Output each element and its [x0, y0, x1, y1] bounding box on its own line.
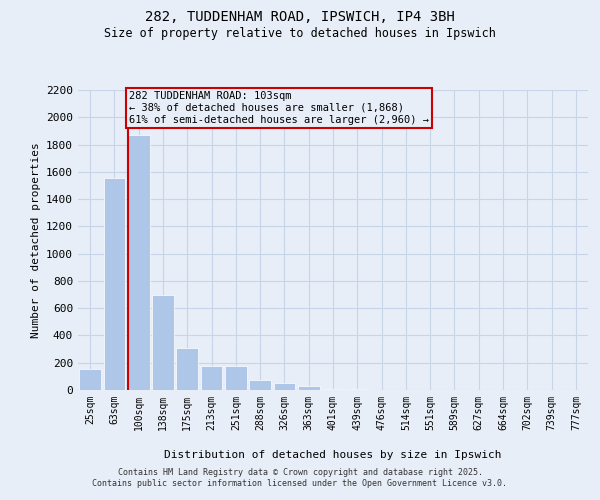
Bar	[176, 348, 198, 390]
Text: 282, TUDDENHAM ROAD, IPSWICH, IP4 3BH: 282, TUDDENHAM ROAD, IPSWICH, IP4 3BH	[145, 10, 455, 24]
Bar	[128, 136, 149, 390]
Bar	[200, 366, 223, 390]
Text: Size of property relative to detached houses in Ipswich: Size of property relative to detached ho…	[104, 28, 496, 40]
Y-axis label: Number of detached properties: Number of detached properties	[31, 142, 41, 338]
Text: Contains HM Land Registry data © Crown copyright and database right 2025.
Contai: Contains HM Land Registry data © Crown c…	[92, 468, 508, 487]
Bar	[225, 366, 247, 390]
Bar	[298, 386, 320, 390]
Text: 282 TUDDENHAM ROAD: 103sqm
← 38% of detached houses are smaller (1,868)
61% of s: 282 TUDDENHAM ROAD: 103sqm ← 38% of deta…	[129, 92, 429, 124]
Bar	[322, 388, 344, 390]
Bar	[104, 178, 125, 390]
Bar	[249, 380, 271, 390]
Text: Distribution of detached houses by size in Ipswich: Distribution of detached houses by size …	[164, 450, 502, 460]
Bar	[79, 369, 101, 390]
Bar	[152, 295, 174, 390]
Bar	[274, 383, 295, 390]
